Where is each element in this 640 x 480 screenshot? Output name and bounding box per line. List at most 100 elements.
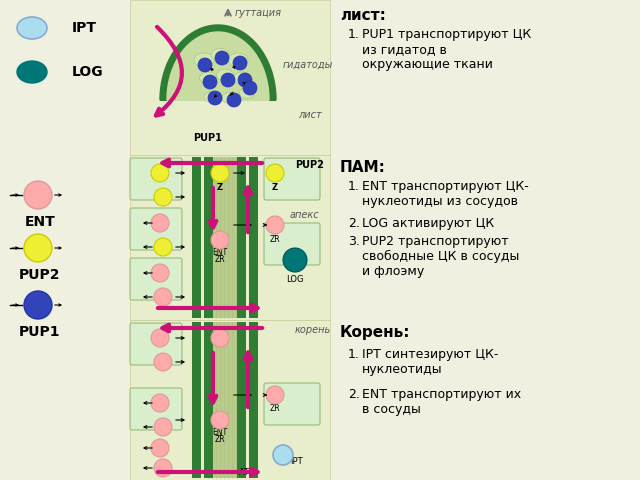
- Ellipse shape: [204, 92, 220, 103]
- Ellipse shape: [17, 61, 47, 83]
- Text: 2.: 2.: [348, 388, 360, 401]
- Circle shape: [208, 91, 222, 105]
- Ellipse shape: [222, 93, 238, 104]
- Text: PUP1 транспортируют ЦК
из гидатод в
окружающие ткани: PUP1 транспортируют ЦК из гидатод в окру…: [362, 28, 531, 71]
- Text: IPT: IPT: [290, 457, 303, 467]
- Text: 1.: 1.: [348, 28, 360, 41]
- Text: лист:: лист:: [340, 8, 386, 23]
- Circle shape: [154, 418, 172, 436]
- FancyBboxPatch shape: [264, 158, 320, 200]
- Text: 2.: 2.: [348, 217, 360, 230]
- FancyBboxPatch shape: [264, 383, 320, 425]
- Bar: [130, 320, 330, 480]
- Text: PUP1: PUP1: [193, 133, 222, 143]
- Circle shape: [273, 445, 293, 465]
- Circle shape: [154, 288, 172, 306]
- Ellipse shape: [239, 87, 255, 98]
- Circle shape: [283, 248, 307, 272]
- Text: Корень:: Корень:: [340, 325, 410, 340]
- Circle shape: [211, 329, 229, 347]
- Ellipse shape: [234, 72, 250, 84]
- Circle shape: [24, 181, 52, 209]
- Text: ZR: ZR: [269, 235, 280, 244]
- FancyBboxPatch shape: [130, 158, 182, 200]
- Bar: [192, 157, 201, 318]
- Circle shape: [221, 73, 235, 87]
- Text: PUP1: PUP1: [19, 325, 61, 339]
- Text: гуттация: гуттация: [235, 8, 282, 18]
- Bar: [204, 322, 213, 478]
- Ellipse shape: [194, 53, 214, 67]
- Text: ZR: ZR: [269, 404, 280, 413]
- Text: ENT: ENT: [212, 248, 228, 257]
- Circle shape: [151, 439, 169, 457]
- Circle shape: [154, 238, 172, 256]
- Text: IPT: IPT: [72, 21, 97, 35]
- Circle shape: [211, 231, 229, 249]
- Bar: [237, 322, 246, 478]
- Circle shape: [227, 93, 241, 107]
- Circle shape: [24, 234, 52, 262]
- Ellipse shape: [200, 72, 216, 84]
- Text: гидатоды: гидатоды: [283, 60, 333, 70]
- Bar: [237, 157, 246, 318]
- Text: ZR: ZR: [214, 435, 225, 444]
- Bar: [249, 157, 258, 318]
- Text: 1.: 1.: [348, 180, 360, 193]
- Text: ENT транспортируют их
в сосуды: ENT транспортируют их в сосуды: [362, 388, 521, 416]
- Text: 3.: 3.: [348, 235, 360, 248]
- Text: АТФ: АТФ: [239, 468, 257, 477]
- FancyBboxPatch shape: [130, 208, 182, 250]
- Circle shape: [198, 58, 212, 72]
- Circle shape: [154, 188, 172, 206]
- Bar: [204, 322, 237, 478]
- Circle shape: [233, 56, 247, 70]
- Text: апекс: апекс: [290, 210, 319, 220]
- Bar: [130, 0, 330, 155]
- Text: ENT: ENT: [24, 215, 56, 229]
- Circle shape: [151, 214, 169, 232]
- Text: корень: корень: [295, 325, 332, 335]
- Text: PUP2: PUP2: [295, 160, 324, 170]
- Circle shape: [211, 411, 229, 429]
- FancyBboxPatch shape: [264, 223, 320, 265]
- Circle shape: [154, 459, 172, 477]
- Bar: [130, 155, 330, 320]
- Circle shape: [266, 164, 284, 182]
- Circle shape: [151, 394, 169, 412]
- Text: лист: лист: [298, 110, 322, 120]
- Circle shape: [238, 73, 252, 87]
- Circle shape: [203, 75, 217, 89]
- Text: 1.: 1.: [348, 348, 360, 361]
- FancyBboxPatch shape: [130, 388, 182, 430]
- Text: PUP2 транспортируют
свободные ЦК в сосуды
и флоэму: PUP2 транспортируют свободные ЦК в сосуд…: [362, 235, 520, 278]
- Circle shape: [243, 81, 257, 95]
- Polygon shape: [167, 32, 269, 100]
- Bar: [204, 157, 237, 318]
- FancyBboxPatch shape: [130, 323, 182, 365]
- Text: Z: Z: [272, 183, 278, 192]
- Circle shape: [151, 329, 169, 347]
- Circle shape: [215, 51, 229, 65]
- Bar: [192, 322, 201, 478]
- Ellipse shape: [17, 17, 47, 39]
- Circle shape: [151, 264, 169, 282]
- Ellipse shape: [228, 53, 248, 67]
- Text: PUP2: PUP2: [19, 268, 61, 282]
- Polygon shape: [160, 25, 276, 100]
- Circle shape: [211, 164, 229, 182]
- Bar: [204, 157, 213, 318]
- Circle shape: [266, 216, 284, 234]
- Circle shape: [266, 386, 284, 404]
- Text: ENT транспортируют ЦК-
нуклеотиды из сосудов: ENT транспортируют ЦК- нуклеотиды из сос…: [362, 180, 529, 208]
- Text: ПАМ:: ПАМ:: [340, 160, 386, 175]
- Text: LOG: LOG: [72, 65, 104, 79]
- Circle shape: [151, 164, 169, 182]
- FancyBboxPatch shape: [130, 258, 182, 300]
- Text: LOG активируют ЦК: LOG активируют ЦК: [362, 217, 494, 230]
- Ellipse shape: [216, 69, 234, 81]
- Ellipse shape: [211, 48, 229, 61]
- Circle shape: [24, 291, 52, 319]
- Text: ENT: ENT: [212, 428, 228, 437]
- Text: LOG: LOG: [286, 275, 304, 284]
